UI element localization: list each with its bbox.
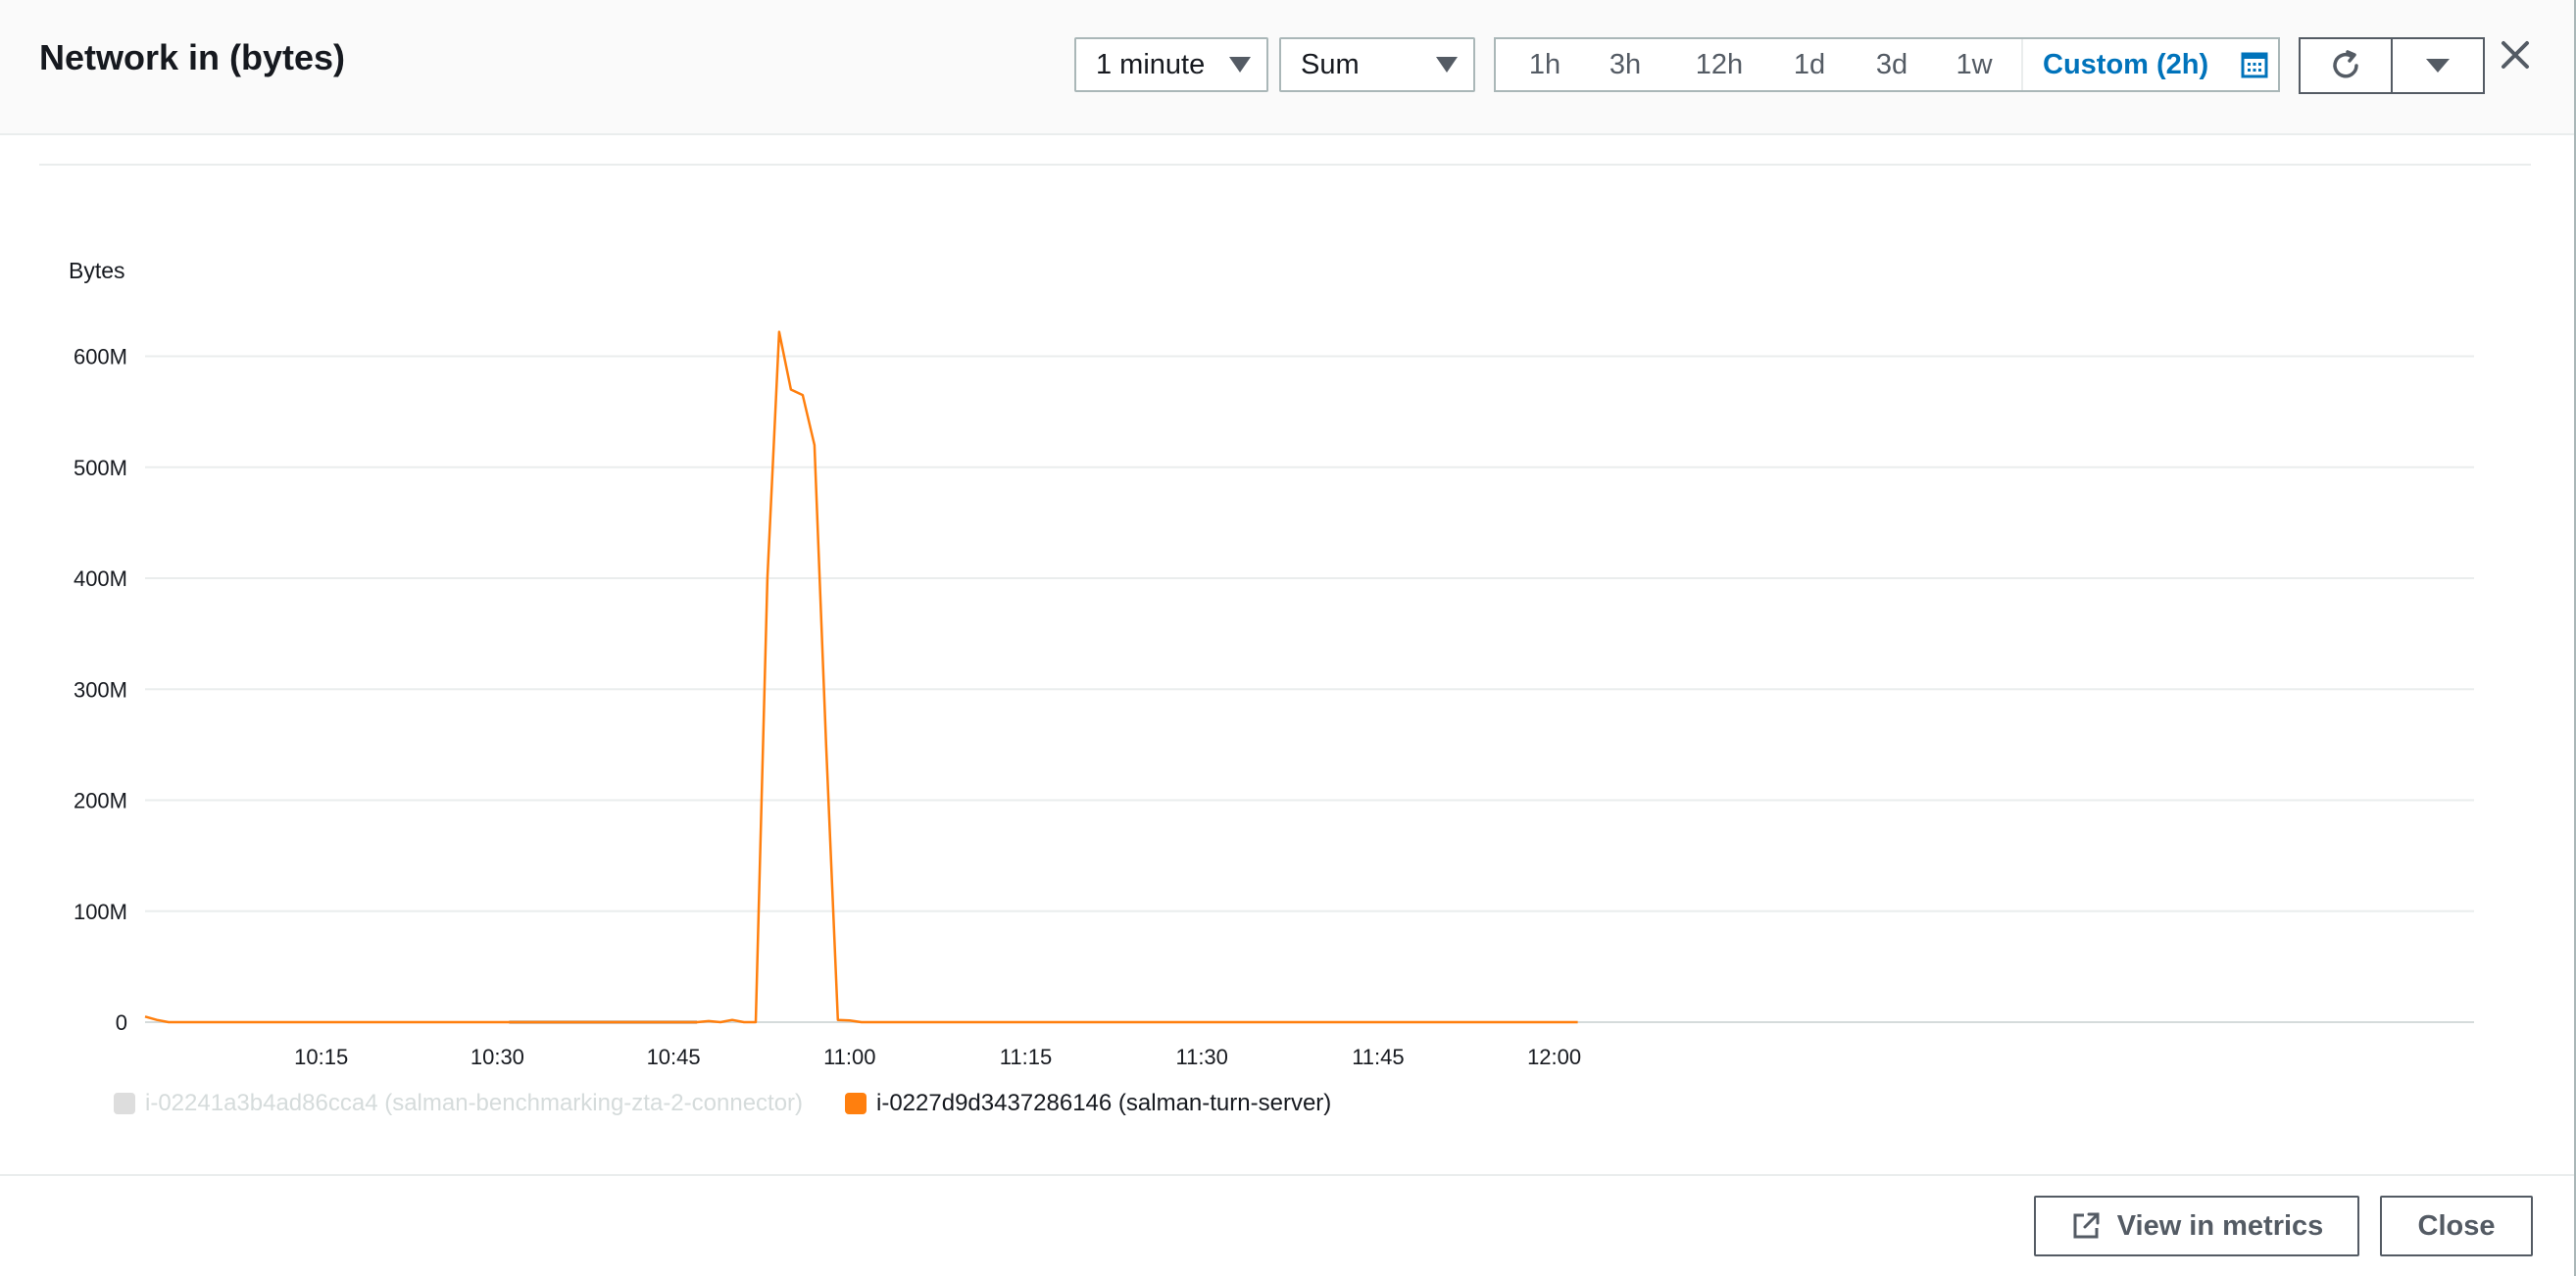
refresh-options-dropdown[interactable] — [2391, 37, 2485, 94]
period-select-value: 1 minute — [1096, 48, 1206, 80]
calendar-icon — [2241, 52, 2268, 78]
refresh-icon — [2333, 50, 2358, 78]
range-1h-button[interactable]: 1h — [1528, 49, 1561, 80]
network-in-chart: Bytes 0 100M 200M 300M 400M 500M 600M 10:15 10:30… — [69, 258, 2474, 1069]
legend-swatch — [114, 1093, 135, 1114]
statistic-select[interactable]: Sum — [1279, 37, 1475, 92]
y-tick-label: 200M — [74, 789, 127, 813]
x-tick-label: 10:30 — [471, 1045, 524, 1069]
y-tick-label: 600M — [74, 345, 127, 369]
range-3d-button[interactable]: 3d — [1875, 49, 1908, 80]
series-line — [144, 330, 1578, 1024]
x-tick-label: 11:00 — [823, 1045, 875, 1069]
y-tick-label: 500M — [74, 456, 127, 480]
modal-title: Network in (bytes) — [39, 37, 346, 77]
refresh-button[interactable] — [2299, 37, 2393, 94]
range-custom-button[interactable]: Custom (2h) — [2021, 39, 2278, 90]
x-tick-label: 10:15 — [294, 1045, 348, 1069]
legend-swatch — [845, 1093, 867, 1114]
legend-label: i-02241a3b4ad86cca4 (salman-benchmarking… — [145, 1090, 804, 1116]
y-axis-label: Bytes — [69, 258, 125, 283]
caret-down-icon — [1436, 57, 1458, 73]
legend-item-connector[interactable]: i-02241a3b4ad86cca4 (salman-benchmarking… — [114, 1090, 803, 1117]
x-tick-label: 10:45 — [647, 1045, 701, 1069]
chart-area: Bytes 0 100M 200M 300M 400M 500M 600M 10:15 10:30… — [0, 167, 2574, 1107]
x-tick-label: 12:00 — [1527, 1045, 1581, 1069]
period-select[interactable]: 1 minute — [1074, 37, 1268, 92]
x-tick-label: 11:30 — [1175, 1045, 1227, 1069]
y-tick-label: 100M — [74, 900, 127, 924]
time-range-group: 1h 3h 12h 1d 3d 1w Custom (2h) — [1494, 37, 2280, 92]
range-1d-button[interactable]: 1d — [1793, 49, 1826, 80]
view-in-metrics-button[interactable]: View in metrics — [2034, 1196, 2359, 1256]
statistic-select-value: Sum — [1301, 48, 1360, 80]
y-tick-label: 400M — [74, 566, 127, 591]
divider — [39, 164, 2531, 166]
legend-item-turn-server[interactable]: i-0227d9d3437286146 (salman-turn-server) — [845, 1090, 1331, 1117]
x-tick-label: 11:15 — [1000, 1045, 1052, 1069]
y-tick-label: 0 — [116, 1010, 127, 1035]
y-tick-label: 300M — [74, 677, 127, 702]
range-1w-button[interactable]: 1w — [1956, 49, 1993, 80]
close-button[interactable]: Close — [2380, 1196, 2533, 1256]
legend-label: i-0227d9d3437286146 (salman-turn-server) — [876, 1090, 1332, 1116]
view-in-metrics-label: View in metrics — [2116, 1209, 2324, 1242]
caret-down-icon — [1229, 57, 1251, 73]
caret-down-icon — [2426, 59, 2450, 73]
close-icon[interactable] — [2498, 37, 2533, 73]
range-12h-button[interactable]: 12h — [1695, 49, 1744, 80]
modal-footer: View in metrics Close — [0, 1174, 2574, 1276]
range-3h-button[interactable]: 3h — [1609, 49, 1642, 80]
external-link-icon — [2073, 1212, 2100, 1239]
x-tick-label: 11:45 — [1352, 1045, 1404, 1069]
modal-header: Network in (bytes) 1 minute Sum 1h 3h 12… — [0, 0, 2574, 135]
range-custom-label: Custom (2h) — [2043, 48, 2209, 80]
